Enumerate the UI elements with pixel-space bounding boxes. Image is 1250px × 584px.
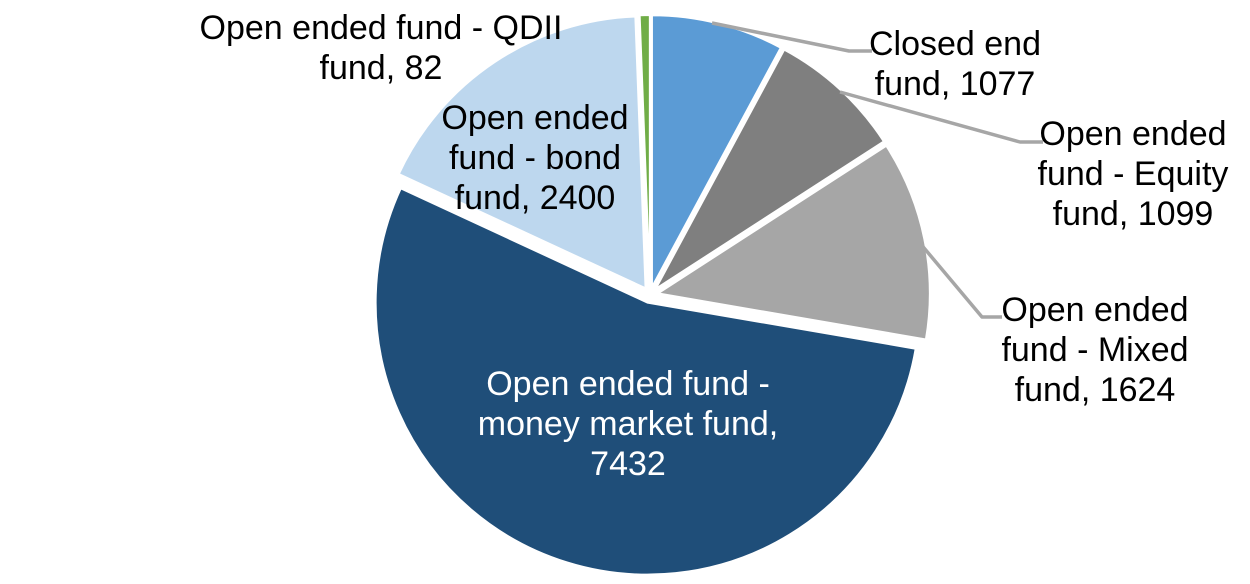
leader-line-closed-end-fund <box>711 21 872 53</box>
pie-slice-open-ended-fund-mixed-fund <box>655 144 931 341</box>
leader-line-open-ended-fund-equity <box>839 90 1043 144</box>
pie-slice-open-ended-fund-bond-fund <box>397 15 647 290</box>
pie-slice-open-ended-fund-equity-fund <box>654 48 886 290</box>
pie-slice-open-ended-fund-money-market-fund <box>374 187 917 576</box>
pie-slice-open-ended-fund-qdii-fund <box>638 14 651 288</box>
leader-line-open-ended-fund-mixed <box>917 240 1002 319</box>
